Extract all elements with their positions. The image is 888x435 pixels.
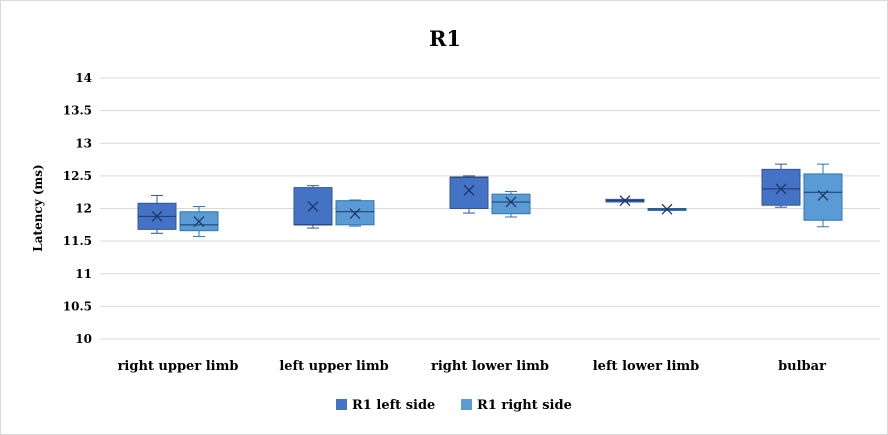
y-tick-label: 12 (75, 202, 92, 216)
mean-marker (817, 189, 829, 201)
mean-marker (349, 208, 361, 220)
box-iqr (803, 173, 843, 221)
box-iqr (761, 168, 801, 206)
box-left-side (137, 194, 177, 234)
box-right-side (335, 199, 375, 227)
box-iqr (335, 200, 375, 226)
y-tick-label: 12.5 (63, 169, 92, 183)
box-right-side (803, 163, 843, 228)
legend-swatch-left-side (336, 399, 347, 410)
legend: R1 left side R1 right side (336, 398, 572, 413)
mean-marker (661, 203, 673, 215)
legend-swatch-right-side (461, 399, 472, 410)
x-category-labels: right upper limb left upper limb right low… (118, 359, 827, 374)
box-left-side (449, 175, 489, 214)
y-tick-label: 11 (75, 267, 92, 281)
x-category-label: left lower limb (593, 359, 700, 374)
y-tick-label: 13 (75, 136, 92, 150)
gridlines (100, 77, 880, 340)
box-iqr (491, 193, 531, 215)
legend-label-left-side: R1 left side (352, 398, 435, 413)
box-right-side (179, 206, 219, 238)
mean-marker (307, 201, 319, 213)
y-tick-label: 10 (75, 332, 92, 346)
y-tick-label: 14 (75, 71, 92, 85)
mean-marker (505, 196, 517, 208)
mean-marker (463, 184, 475, 196)
box-left-side (605, 195, 645, 207)
x-category-label: right upper limb (118, 359, 239, 374)
y-tick-label: 13.5 (63, 104, 92, 118)
x-category-label: right lower limb (431, 359, 549, 374)
box-right-side (647, 203, 687, 215)
y-axis-label: Latency (ms) (31, 164, 45, 251)
mean-marker (619, 195, 631, 207)
x-category-label: left upper limb (279, 359, 388, 374)
y-tick-label: 10.5 (63, 299, 92, 313)
y-tick-labels: 10 10.5 11 11.5 12 12.5 13 13.5 14 (63, 71, 92, 346)
box-series (137, 163, 843, 238)
box-left-side (761, 163, 801, 208)
box-left-side (293, 185, 333, 229)
legend-label-right-side: R1 right side (477, 398, 572, 413)
chart-title: R1 (429, 26, 461, 51)
mean-marker (151, 210, 163, 222)
x-category-label: bulbar (778, 359, 826, 374)
box-iqr (449, 176, 489, 209)
box-right-side (491, 191, 531, 218)
mean-marker (775, 183, 787, 195)
y-tick-label: 11.5 (63, 234, 92, 248)
mean-marker (193, 216, 205, 228)
